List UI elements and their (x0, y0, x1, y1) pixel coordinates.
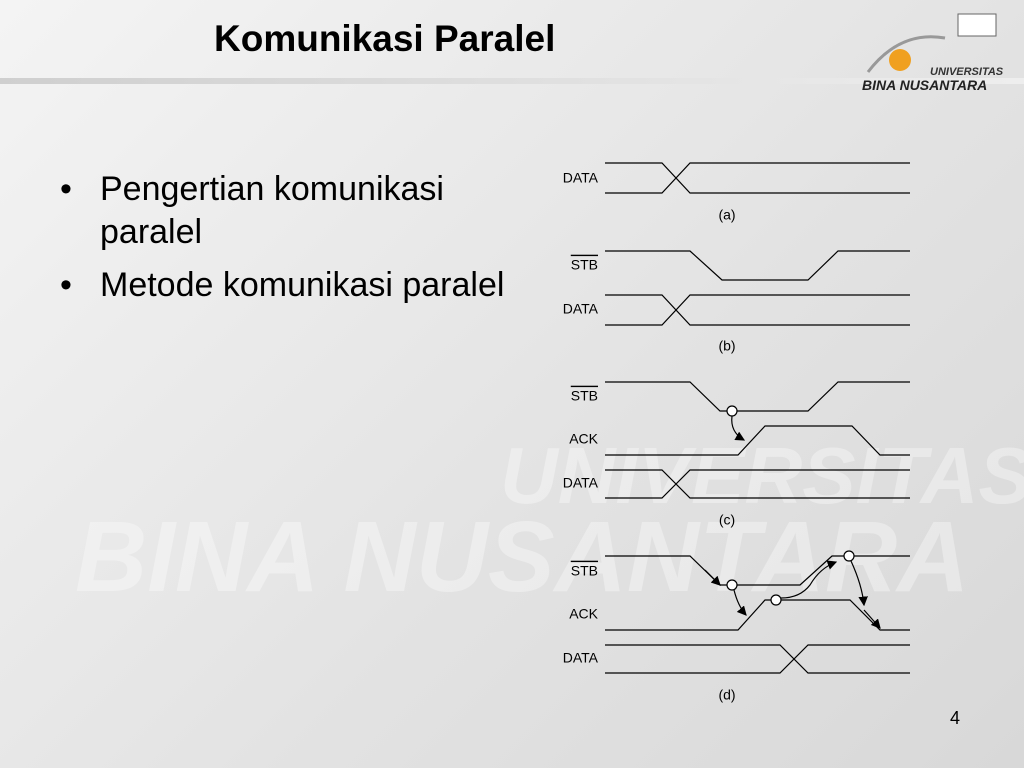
waveforms (605, 162, 910, 674)
page-number: 4 (950, 708, 961, 728)
signal-label: DATA (563, 170, 599, 186)
bullet: Pengertian komunikasi paralel (60, 168, 530, 254)
logo-text: BINA NUSANTARA (862, 77, 988, 93)
watermark: BINA NUSANTARA (75, 501, 970, 613)
signal-label: STB (571, 388, 598, 404)
signal-label: ACK (569, 431, 598, 447)
signal-label: DATA (563, 475, 599, 491)
logo-text: UNIVERSITAS (930, 66, 1004, 78)
watermark: UNIVERSITAS (500, 431, 1024, 520)
logo (866, 13, 997, 73)
slide-title: Komunikasi Paralel (214, 18, 556, 59)
caption: (b) (718, 338, 735, 354)
signal-label: ACK (569, 606, 598, 622)
labels: DATA STB DATA STB ACK DATA STB ACK DATA (563, 170, 599, 666)
bullet: Metode komunikasi paralel (60, 264, 530, 307)
bullet-list: Pengertian komunikasi paralel Metode kom… (60, 168, 530, 317)
signal-label: DATA (563, 650, 599, 666)
header-bar (0, 78, 1024, 84)
signal-label: STB (571, 257, 598, 273)
caption: (c) (719, 512, 735, 528)
signal-label: STB (571, 563, 598, 579)
signal-label: DATA (563, 301, 599, 317)
caption: (a) (718, 207, 735, 223)
caption: (d) (718, 687, 735, 703)
